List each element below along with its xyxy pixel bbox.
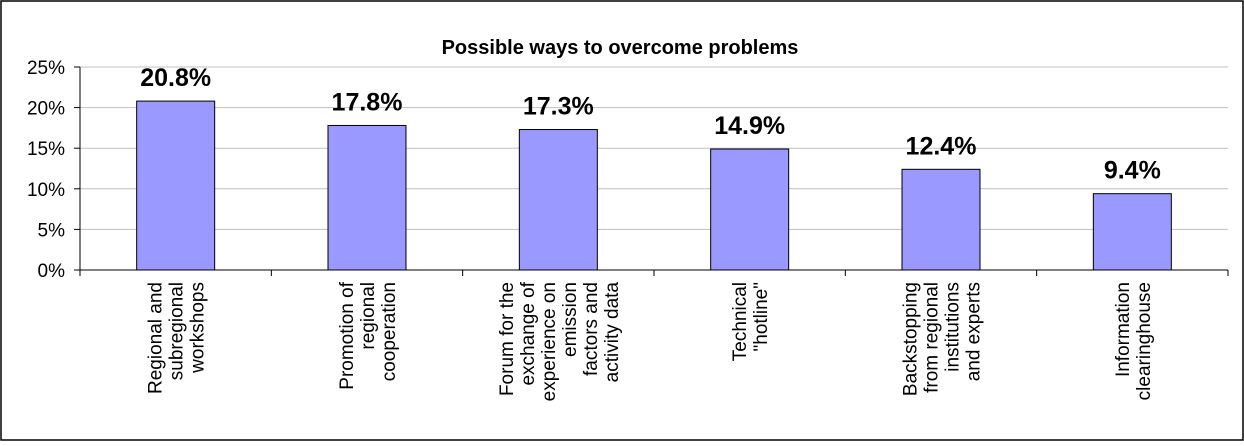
category-label-line: and experts: [964, 282, 985, 381]
category-label-line: Backstopping: [901, 282, 922, 396]
category-label-line: from regional: [922, 282, 943, 393]
category-label: Regional and subregional workshops: [146, 282, 209, 394]
category-label-line: experience on: [539, 282, 560, 401]
category-label-line: Promotion of: [337, 281, 358, 389]
category-labels: Regional and subregional workshops Promotio…: [146, 281, 1155, 401]
category-label-line: activity data: [602, 282, 623, 383]
category-label: Technical "hotline": [730, 282, 772, 361]
data-labels: 20.8% 17.8% 17.3% 14.9% 12.4% 9.4%: [140, 64, 1161, 185]
bars: [136, 100, 1172, 271]
bar: [518, 129, 598, 271]
bar: [136, 100, 216, 271]
data-label: 17.8%: [332, 88, 403, 116]
category-label-line: Regional and: [146, 282, 167, 394]
category-label-line: regional: [358, 282, 379, 350]
bar: [327, 124, 407, 271]
axes: [74, 66, 1229, 276]
category-label-line: "hotline": [751, 282, 772, 351]
data-label: 9.4%: [1104, 157, 1161, 185]
data-label: 12.4%: [906, 132, 977, 160]
y-tick-label: 20%: [27, 99, 65, 120]
category-label-line: emission: [560, 282, 581, 357]
data-label: 14.9%: [714, 112, 785, 140]
category-label-line: Information: [1113, 282, 1134, 377]
category-label-line: exchange of: [518, 281, 539, 385]
data-label: 17.3%: [523, 93, 594, 121]
category-label-line: cooperation: [379, 282, 400, 381]
bar: [901, 168, 981, 271]
y-tick-label: 15%: [27, 139, 65, 160]
y-tick-label: 5%: [38, 220, 66, 241]
chart-title: Possible ways to overcome problems: [442, 37, 799, 59]
category-label-line: workshops: [188, 282, 209, 374]
y-tick-labels: 0% 5% 10% 15% 20% 25%: [27, 58, 65, 282]
category-label-line: institutions: [943, 282, 964, 372]
data-label: 20.8%: [140, 64, 211, 92]
gridlines: [80, 66, 1228, 230]
y-tick-label: 0%: [38, 261, 66, 282]
y-tick-label: 10%: [27, 180, 65, 201]
category-label: Forum for the exchange of experience on emi…: [497, 281, 623, 401]
bar: [1092, 193, 1172, 271]
category-label: Promotion of regional cooperation: [337, 281, 400, 389]
category-label-line: Forum for the: [497, 282, 518, 396]
category-label-line: Technical: [730, 282, 751, 361]
category-label-line: clearinghouse: [1134, 282, 1155, 400]
category-label-line: subregional: [167, 282, 188, 380]
category-label: Backstopping from regional institutions and…: [901, 282, 985, 396]
category-label-line: factors and: [581, 282, 602, 376]
y-tick-label: 25%: [27, 58, 65, 79]
bar: [710, 148, 790, 271]
category-label: Information clearinghouse: [1113, 282, 1155, 400]
